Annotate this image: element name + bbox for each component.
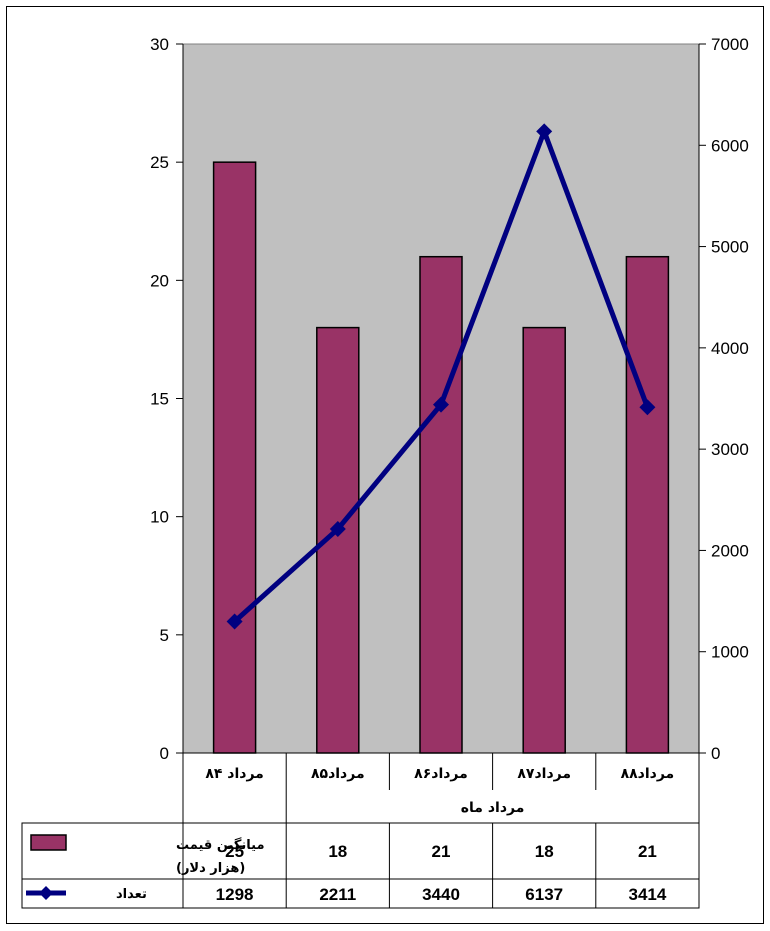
y-right-tick-label: 7000 — [711, 35, 749, 54]
bar — [625, 255, 670, 754]
bar — [212, 161, 257, 754]
legend-line-marker — [39, 886, 53, 900]
x-tick-label: مرداد۸۶ — [414, 766, 468, 782]
data-table-cell: 21 — [638, 842, 657, 861]
data-table-cell: 1298 — [216, 885, 254, 904]
y-right-tick-label: 3000 — [711, 440, 749, 459]
y-right-tick-label: 6000 — [711, 136, 749, 155]
y-right-tick-label: 1000 — [711, 643, 749, 662]
y-left-tick-label: 15 — [150, 390, 169, 409]
y-right-tick-label: 0 — [711, 744, 720, 763]
y-right-tick-label: 2000 — [711, 541, 749, 560]
data-table-cell: 18 — [328, 842, 347, 861]
y-left-tick-label: 5 — [160, 626, 169, 645]
data-table-cell: 2211 — [319, 885, 356, 904]
legend-bar-label-line2: (هزار دلار) — [176, 861, 245, 876]
line-point-marker — [639, 399, 656, 416]
data-table-cell: 3440 — [422, 885, 460, 904]
data-table-cell: 21 — [432, 842, 451, 861]
y-left-tick-label: 0 — [160, 744, 169, 763]
x-tick-label: مرداد۸۸ — [621, 766, 675, 782]
data-table-cell: 18 — [535, 842, 554, 861]
x-tick-label: مرداد۸۵ — [311, 766, 365, 782]
line-point-marker — [433, 396, 449, 413]
y-left-tick-label: 10 — [150, 508, 169, 527]
data-table-cell: 3414 — [628, 885, 666, 904]
x-tick-label: مرداد۸۷ — [517, 766, 571, 782]
line-point-marker — [536, 123, 553, 140]
y-right-tick-label: 5000 — [711, 238, 749, 257]
data-table-cell: 6137 — [525, 885, 563, 904]
x-tick-label: مرداد ۸۴ — [205, 766, 264, 782]
legend-bar-label: میانگین قیمت — [176, 837, 265, 853]
x-axis-title: مرداد ماه — [461, 800, 525, 816]
line-point-marker — [329, 521, 346, 538]
bar — [522, 326, 566, 754]
legend-line-label: تعداد — [116, 887, 147, 902]
y-right-tick-label: 4000 — [711, 339, 749, 358]
line-point-marker — [226, 613, 243, 630]
legend-bar-swatch — [30, 834, 67, 851]
y-left-tick-label: 30 — [150, 35, 169, 54]
y-left-tick-label: 25 — [150, 153, 169, 172]
bar — [419, 255, 463, 754]
y-left-tick-label: 20 — [150, 271, 169, 290]
data-table-cell: 25 — [225, 842, 244, 861]
